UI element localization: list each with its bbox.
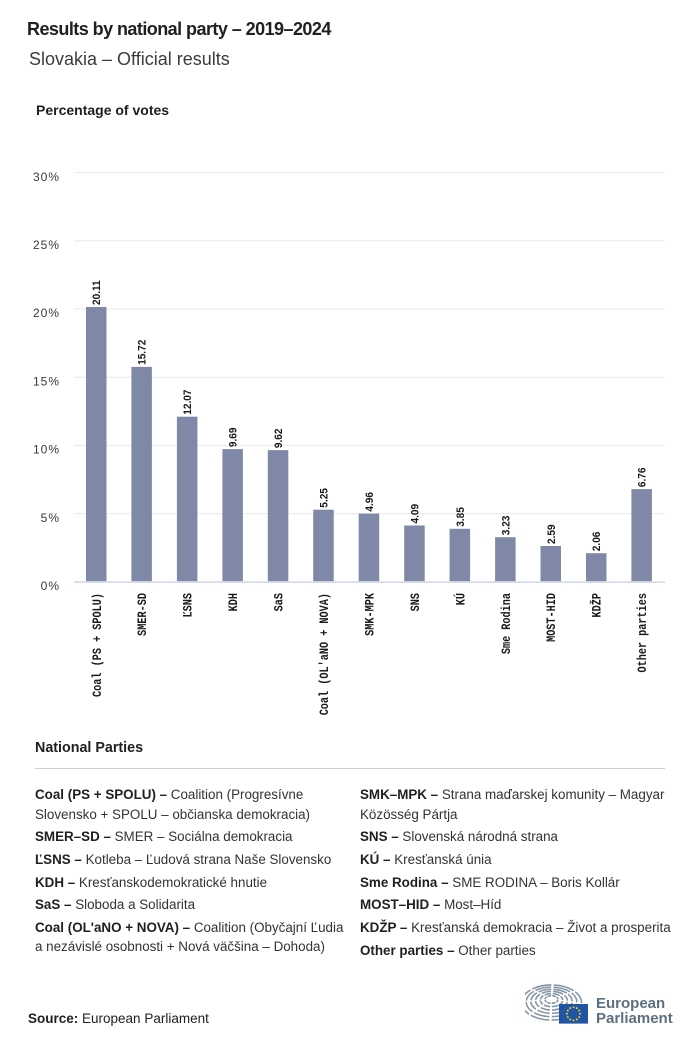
svg-text:5%: 5% bbox=[41, 511, 60, 525]
svg-text:SMK-MPK: SMK-MPK bbox=[362, 592, 378, 636]
svg-text:0%: 0% bbox=[41, 579, 60, 593]
svg-text:Coal (PS + SPOLU): Coal (PS + SPOLU) bbox=[90, 593, 106, 697]
svg-text:KDŽP: KDŽP bbox=[590, 593, 606, 617]
svg-text:2.59: 2.59 bbox=[545, 524, 558, 544]
svg-text:3.23: 3.23 bbox=[500, 516, 513, 536]
svg-text:4.09: 4.09 bbox=[409, 504, 422, 524]
svg-text:12.07: 12.07 bbox=[182, 389, 195, 414]
svg-text:30%: 30% bbox=[33, 170, 60, 184]
svg-text:25%: 25% bbox=[33, 238, 60, 252]
svg-text:10%: 10% bbox=[33, 443, 60, 457]
svg-text:3.85: 3.85 bbox=[454, 507, 467, 527]
svg-text:SMER-SD: SMER-SD bbox=[135, 593, 151, 636]
svg-text:4.96: 4.96 bbox=[364, 492, 377, 512]
svg-text:2.06: 2.06 bbox=[591, 532, 604, 552]
svg-text:MOST-HID: MOST-HID bbox=[544, 593, 560, 642]
svg-text:Parliament: Parliament bbox=[596, 1010, 673, 1027]
svg-text:15.72: 15.72 bbox=[136, 340, 149, 365]
svg-text:20%: 20% bbox=[33, 306, 60, 320]
svg-text:9.62: 9.62 bbox=[273, 428, 286, 448]
svg-text:European: European bbox=[596, 995, 665, 1012]
svg-text:Other parties: Other parties bbox=[635, 593, 651, 673]
svg-text:20.11: 20.11 bbox=[91, 280, 104, 305]
svg-text:ĽSNS: ĽSNS bbox=[181, 593, 197, 617]
svg-text:KÚ: KÚ bbox=[453, 593, 469, 605]
svg-text:KDH: KDH bbox=[226, 593, 242, 611]
svg-text:5.25: 5.25 bbox=[318, 488, 331, 508]
svg-text:Coal (OL'aNO + NOVA): Coal (OL'aNO + NOVA) bbox=[317, 593, 333, 715]
svg-text:SaS: SaS bbox=[271, 593, 287, 611]
svg-text:6.76: 6.76 bbox=[636, 467, 649, 487]
svg-text:Sme Rodina: Sme Rodina bbox=[499, 593, 515, 654]
svg-text:9.69: 9.69 bbox=[227, 427, 240, 447]
svg-text:SNS: SNS bbox=[408, 593, 424, 611]
svg-text:15%: 15% bbox=[33, 374, 60, 388]
